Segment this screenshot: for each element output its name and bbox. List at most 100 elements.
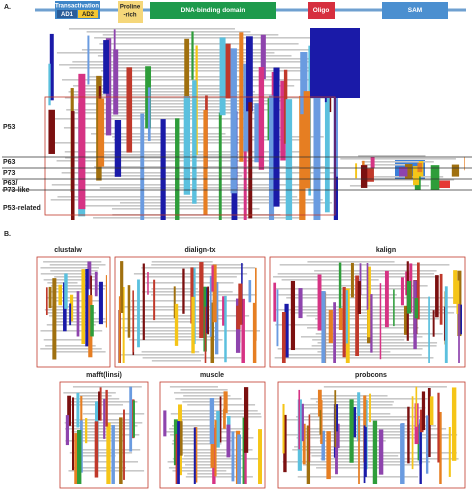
conserved-column xyxy=(103,398,106,439)
sequence-row xyxy=(282,461,431,463)
conserved-column xyxy=(76,392,80,428)
conserved-column xyxy=(328,309,333,344)
conserved-column xyxy=(98,98,105,167)
sequence-row xyxy=(65,440,124,442)
conserved-column xyxy=(400,277,404,306)
domain-ad1 xyxy=(57,10,77,18)
sequence-row xyxy=(187,473,235,475)
conserved-column xyxy=(74,433,79,484)
conserved-column xyxy=(242,417,245,484)
sequence-row xyxy=(363,179,455,181)
conserved-column xyxy=(219,396,222,443)
sequence-row xyxy=(53,118,261,120)
conserved-column xyxy=(298,288,303,319)
conserved-column xyxy=(427,388,431,458)
conserved-column xyxy=(464,156,465,171)
domain-label: -rich xyxy=(123,13,136,19)
sequence-row xyxy=(59,64,247,66)
sequence-row xyxy=(119,327,216,329)
sequence-row xyxy=(317,342,438,344)
conserved-column xyxy=(49,33,54,101)
conserved-column xyxy=(372,420,378,484)
conserved-column xyxy=(236,305,241,330)
conserved-column xyxy=(52,278,57,360)
sequence-row xyxy=(53,321,107,323)
sequence-row xyxy=(72,94,277,96)
sequence-row xyxy=(142,291,233,293)
sequence-row xyxy=(182,401,221,403)
conserved-column xyxy=(87,35,90,85)
sequence-row xyxy=(85,103,274,105)
sequence-row xyxy=(172,425,218,427)
conserved-column xyxy=(191,296,195,354)
sequence-row xyxy=(277,273,435,275)
sequence-row xyxy=(81,437,121,439)
conserved-column xyxy=(223,391,228,414)
conserved-column xyxy=(85,418,88,444)
method-title: mafft(linsi) xyxy=(86,372,122,379)
sequence-row xyxy=(168,467,245,469)
sequence-row xyxy=(48,142,240,144)
domain-label: AD2 xyxy=(82,12,95,18)
sequence-row xyxy=(111,115,222,117)
conserved-column xyxy=(306,425,311,484)
method-alignments xyxy=(36,256,466,489)
conserved-column xyxy=(113,49,119,115)
sequence-row xyxy=(178,419,222,421)
sequence-row xyxy=(52,288,106,290)
conserved-column xyxy=(105,275,107,328)
conserved-column xyxy=(210,302,215,363)
sequence-row xyxy=(88,76,274,78)
domain-label: AD1 xyxy=(61,12,74,18)
sequence-row xyxy=(277,348,423,350)
conserved-column xyxy=(429,396,434,425)
sequence-row xyxy=(50,199,323,201)
conserved-column xyxy=(404,164,413,180)
sequence-row xyxy=(300,336,423,338)
conserved-column xyxy=(428,296,430,363)
sequence-row xyxy=(314,270,437,272)
conserved-column xyxy=(308,414,311,462)
sequence-row xyxy=(170,413,261,415)
conserved-column xyxy=(65,415,70,446)
sequence-row xyxy=(298,407,426,409)
conserved-column xyxy=(432,310,435,337)
sequence-row xyxy=(358,155,426,157)
conserved-column xyxy=(163,410,167,437)
conserved-column xyxy=(335,431,338,475)
method-title: dialign-tx xyxy=(184,247,215,254)
conserved-column xyxy=(258,67,265,170)
conserved-column xyxy=(281,311,286,363)
conserved-column xyxy=(182,268,185,314)
sequence-row xyxy=(111,208,260,210)
conserved-column xyxy=(411,396,414,470)
conserved-column xyxy=(76,291,80,337)
sequence-row xyxy=(292,306,461,308)
sequence-row xyxy=(299,404,393,406)
conserved-column xyxy=(419,423,422,484)
conserved-column xyxy=(326,431,331,480)
conserved-column xyxy=(153,279,156,321)
sequence-row xyxy=(43,279,96,281)
conserved-column xyxy=(355,163,358,179)
sequence-row xyxy=(285,434,458,436)
sequence-row xyxy=(169,386,218,388)
sequence-row xyxy=(43,339,86,341)
conserved-column xyxy=(209,398,215,445)
conserved-column xyxy=(248,280,252,303)
sequence-row xyxy=(180,389,228,391)
conserved-column xyxy=(246,36,253,112)
sequence-row xyxy=(315,333,443,335)
sequence-row xyxy=(100,70,323,72)
sequence-row xyxy=(72,85,295,87)
sequence-row xyxy=(120,306,217,308)
conserved-column xyxy=(211,265,214,292)
conserved-column xyxy=(425,415,429,474)
conserved-column xyxy=(137,279,140,348)
sequence-row xyxy=(361,164,409,166)
conserved-column xyxy=(342,287,346,358)
conserved-column xyxy=(190,267,194,324)
domain-label: DNA-binding domain xyxy=(181,7,246,14)
conserved-column xyxy=(285,99,293,220)
sequence-row xyxy=(72,467,126,469)
